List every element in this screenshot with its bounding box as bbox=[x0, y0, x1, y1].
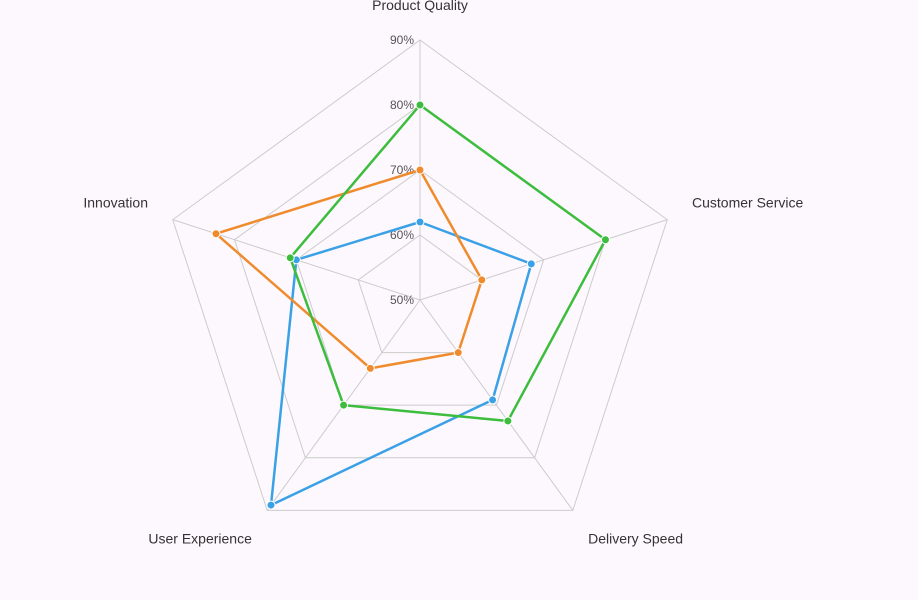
series-marker bbox=[454, 349, 462, 357]
series-marker bbox=[504, 417, 512, 425]
tick-label: 90% bbox=[390, 33, 414, 47]
radar-chart: 50%60%70%80%90%Product QualityCustomer S… bbox=[0, 0, 918, 600]
axis-label: Product Quality bbox=[372, 0, 468, 13]
series-marker bbox=[527, 260, 535, 268]
series-marker bbox=[601, 236, 609, 244]
series-marker bbox=[489, 396, 497, 404]
series-marker bbox=[416, 218, 424, 226]
series-marker bbox=[366, 364, 374, 372]
series-marker bbox=[340, 401, 348, 409]
series-marker bbox=[267, 501, 275, 509]
axis-label: Innovation bbox=[83, 195, 148, 211]
series-marker bbox=[212, 230, 220, 238]
tick-label: 80% bbox=[390, 98, 414, 112]
tick-label: 50% bbox=[390, 293, 414, 307]
axis-label: Customer Service bbox=[692, 195, 803, 211]
series-marker bbox=[416, 101, 424, 109]
series-marker bbox=[286, 254, 294, 262]
axis-label: User Experience bbox=[148, 530, 252, 546]
axis-label: Delivery Speed bbox=[588, 530, 683, 546]
series-marker bbox=[478, 276, 486, 284]
series-marker bbox=[416, 166, 424, 174]
